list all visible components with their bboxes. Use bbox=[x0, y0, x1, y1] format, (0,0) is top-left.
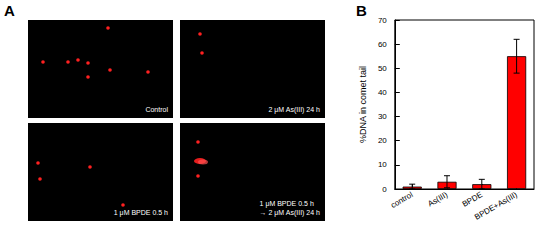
svg-text:20: 20 bbox=[378, 136, 387, 145]
html-text:B: B bbox=[356, 2, 367, 19]
svg-text:60: 60 bbox=[378, 40, 387, 49]
html-text:Control: Control bbox=[145, 106, 168, 113]
html-text:2 μM As(III) 24 h: 2 μM As(III) 24 h bbox=[268, 106, 320, 113]
svg-text:0: 0 bbox=[382, 185, 387, 194]
svg-text:10: 10 bbox=[378, 160, 387, 169]
svg-text:control: control bbox=[389, 190, 414, 210]
svg-text:30: 30 bbox=[378, 112, 387, 121]
svg-text:BPDE: BPDE bbox=[461, 190, 484, 209]
svg-text:40: 40 bbox=[378, 88, 387, 97]
html-text:1 μM BPDE 0.5 h: 1 μM BPDE 0.5 h bbox=[259, 200, 314, 207]
svg-text:BPDE+As(III): BPDE+As(III) bbox=[473, 190, 519, 222]
svg-text:50: 50 bbox=[378, 64, 387, 73]
svg-text:70: 70 bbox=[378, 16, 387, 25]
html-text:A: A bbox=[4, 2, 15, 19]
html-text:1 μM BPDE 0.5 h: 1 μM BPDE 0.5 h bbox=[113, 209, 168, 216]
svg-text:As(III): As(III) bbox=[426, 190, 449, 209]
html-text:→ 2 μM As(III) 24 h: → 2 μM As(III) 24 h bbox=[259, 209, 320, 216]
svg-text:%DNA in comet tail: %DNA in comet tail bbox=[358, 66, 368, 143]
